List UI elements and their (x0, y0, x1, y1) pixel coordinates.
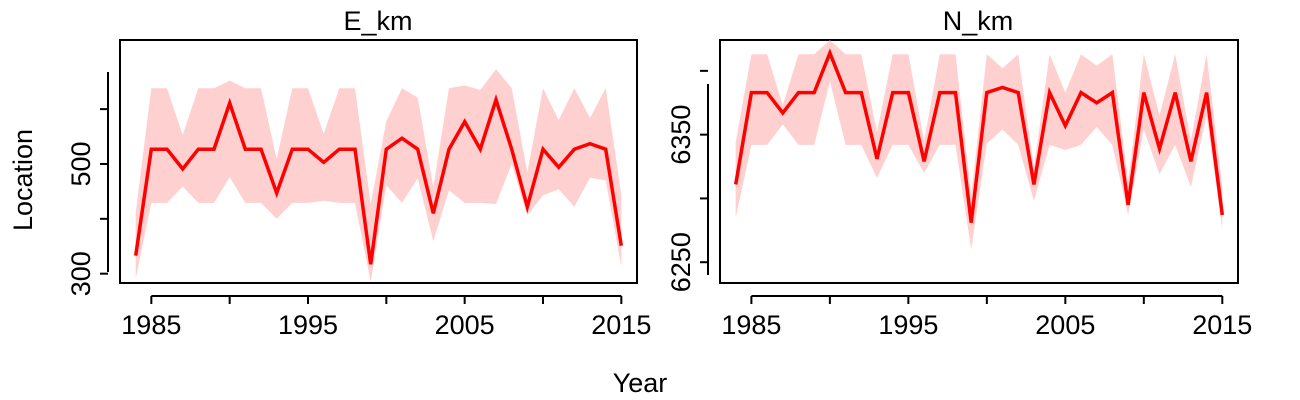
panel-title: E_km (343, 6, 412, 36)
x-tick-label: 2005 (1035, 310, 1095, 340)
x-axis-title: Year (613, 368, 668, 398)
x-tick-label: 2005 (435, 310, 495, 340)
y-axis-title: Location (8, 129, 38, 231)
panel-e-km: E_km 1985 1995 2005 2015 300 500 (66, 6, 651, 340)
y-tick-label: 6350 (666, 105, 696, 165)
y-tick-label: 500 (66, 141, 96, 186)
plot-frame (119, 39, 638, 284)
y-tick-label: 300 (66, 251, 96, 296)
plot-frame (719, 39, 1239, 284)
panel-n-km: N_km 1985 1995 2005 2015 6250 6350 (666, 6, 1252, 340)
x-tick-label: 2015 (591, 310, 651, 340)
x-tick-label: 1985 (121, 310, 181, 340)
x-tick-label: 1985 (721, 310, 781, 340)
x-tick-label: 1995 (278, 310, 338, 340)
y-tick-label: 6250 (666, 232, 696, 292)
series-line (133, 94, 624, 265)
panel-title: N_km (943, 6, 1014, 36)
series-line (733, 48, 1225, 223)
x-tick-label: 2015 (1192, 310, 1252, 340)
x-tick-label: 1995 (878, 310, 938, 340)
confidence-band (135, 69, 622, 282)
